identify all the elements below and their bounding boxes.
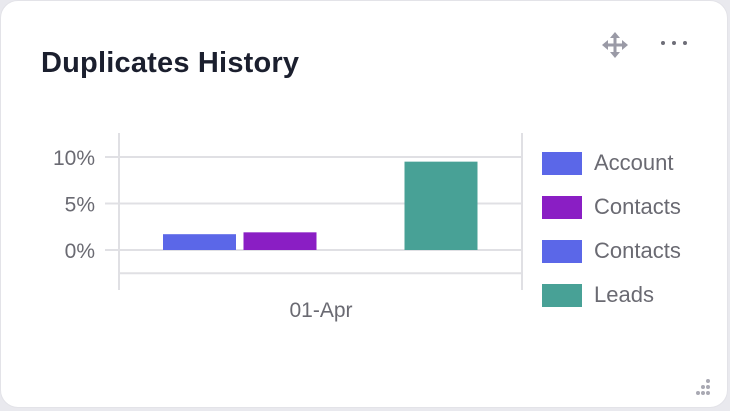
legend-label: Leads [594, 282, 654, 307]
legend-item-contacts[interactable]: Contacts [542, 229, 682, 273]
legend-swatch [542, 283, 582, 307]
y-tick-label: 10% [53, 147, 95, 170]
legend-swatch [542, 239, 582, 263]
move-arrows-icon[interactable] [601, 31, 629, 59]
legend-label: Contacts [594, 238, 681, 263]
legend-label: Account [594, 150, 674, 175]
resize-grip-icon[interactable] [695, 377, 713, 395]
x-tick-label: 01-Apr [289, 299, 352, 322]
bar-account-0[interactable] [163, 234, 236, 250]
chart-legend: Account Contacts Contacts Leads [542, 141, 682, 317]
legend-item-account[interactable]: Account [542, 141, 682, 185]
bar-leads-3[interactable] [404, 161, 478, 250]
legend-item-leads[interactable]: Leads [542, 273, 682, 317]
widget-title: Duplicates History [41, 47, 300, 79]
y-tick-label: 0% [65, 240, 95, 263]
more-horizontal-icon[interactable] [657, 31, 691, 55]
legend-swatch [542, 195, 582, 219]
legend-item-contacts[interactable]: Contacts [542, 185, 682, 229]
y-tick-label: 5% [65, 194, 95, 217]
legend-label: Contacts [594, 194, 681, 219]
legend-swatch [542, 151, 582, 175]
bar-contacts-1[interactable] [243, 232, 317, 250]
